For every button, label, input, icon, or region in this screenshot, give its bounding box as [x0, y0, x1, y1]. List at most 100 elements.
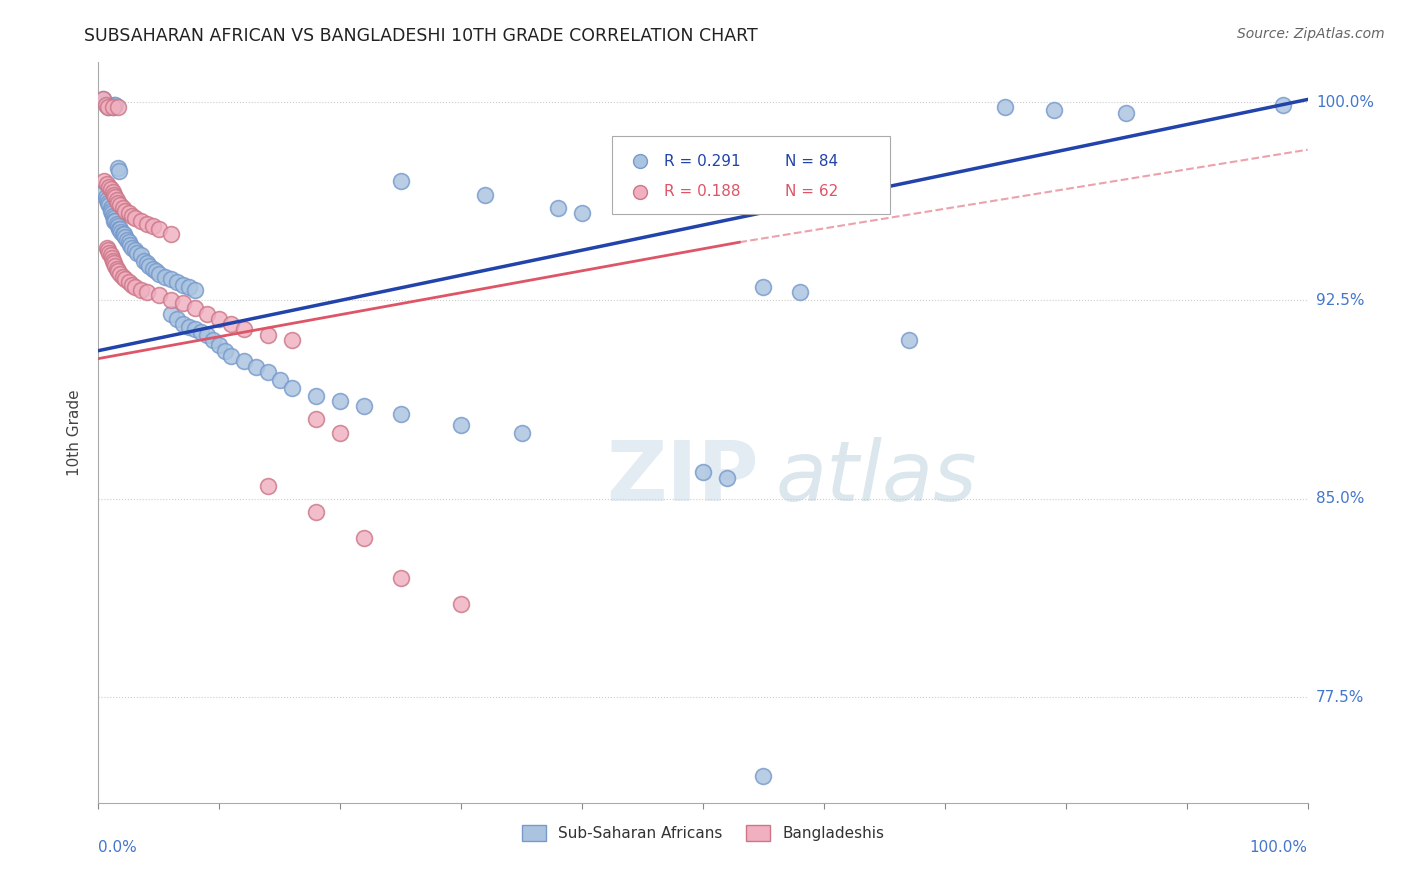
Point: [232, 322, 254, 336]
Point: [103, 187, 125, 202]
Point: [98, 245, 121, 260]
Point: [97, 195, 120, 210]
Point: [172, 296, 194, 310]
Point: [124, 243, 146, 257]
Point: [108, 222, 131, 236]
Point: [190, 325, 212, 339]
Point: [994, 100, 1017, 114]
Point: [127, 245, 149, 260]
Point: [450, 598, 472, 612]
Point: [104, 214, 127, 228]
Point: [160, 307, 183, 321]
Point: [281, 381, 304, 395]
Text: 100.0%: 100.0%: [1250, 840, 1308, 855]
Point: [100, 251, 122, 265]
Point: [214, 343, 236, 358]
Point: [121, 209, 143, 223]
Point: [195, 307, 218, 321]
Point: [353, 399, 375, 413]
Point: [108, 267, 131, 281]
Point: [179, 319, 201, 334]
Point: [97, 100, 120, 114]
Point: [202, 333, 225, 347]
Point: [305, 412, 328, 426]
Point: [256, 327, 278, 342]
Point: [510, 425, 533, 440]
Point: [97, 243, 120, 257]
Point: [101, 209, 124, 223]
Point: [94, 190, 117, 204]
Point: [752, 280, 775, 294]
Point: [172, 277, 194, 292]
Point: [107, 219, 129, 234]
Point: [129, 283, 152, 297]
Point: [1115, 105, 1137, 120]
Point: [134, 253, 156, 268]
Point: [135, 285, 157, 300]
Point: [142, 219, 165, 234]
Point: [112, 227, 135, 242]
Point: [221, 349, 243, 363]
Point: [135, 256, 157, 270]
Point: [389, 174, 412, 188]
Point: [124, 280, 146, 294]
Point: [232, 354, 254, 368]
Point: [105, 217, 128, 231]
Point: [103, 211, 125, 226]
Point: [108, 198, 131, 212]
Point: [107, 100, 129, 114]
Point: [100, 182, 122, 196]
Point: [96, 177, 118, 191]
Point: [269, 373, 291, 387]
FancyBboxPatch shape: [613, 136, 890, 214]
Legend: Sub-Saharan Africans, Bangladeshis: Sub-Saharan Africans, Bangladeshis: [516, 819, 890, 847]
Point: [256, 365, 278, 379]
Text: SUBSAHARAN AFRICAN VS BANGLADESHI 10TH GRADE CORRELATION CHART: SUBSAHARAN AFRICAN VS BANGLADESHI 10TH G…: [84, 27, 758, 45]
Point: [100, 206, 122, 220]
Point: [166, 312, 188, 326]
Point: [91, 93, 114, 107]
Point: [101, 100, 124, 114]
Point: [94, 97, 117, 112]
Point: [93, 174, 115, 188]
Point: [108, 222, 131, 236]
Point: [101, 253, 124, 268]
Text: 92.5%: 92.5%: [1316, 293, 1364, 308]
Point: [124, 211, 146, 226]
Point: [107, 195, 129, 210]
Point: [104, 259, 127, 273]
Point: [245, 359, 267, 374]
Text: R = 0.188: R = 0.188: [664, 184, 741, 199]
Point: [208, 312, 231, 326]
Point: [256, 478, 278, 492]
Point: [148, 267, 170, 281]
Point: [148, 288, 170, 302]
Point: [184, 322, 207, 336]
Text: atlas: atlas: [776, 436, 977, 517]
Point: [195, 327, 218, 342]
Point: [160, 227, 183, 242]
Point: [281, 333, 304, 347]
Point: [101, 100, 124, 114]
Point: [135, 217, 157, 231]
Point: [129, 248, 152, 262]
Point: [166, 275, 188, 289]
Point: [121, 277, 143, 292]
Point: [108, 164, 131, 178]
Point: [389, 407, 412, 421]
Point: [118, 206, 141, 220]
Point: [101, 185, 124, 199]
Text: 77.5%: 77.5%: [1316, 690, 1364, 705]
Point: [129, 214, 152, 228]
Point: [96, 97, 118, 112]
Point: [148, 222, 170, 236]
Point: [100, 203, 122, 218]
Point: [96, 240, 118, 255]
Point: [103, 214, 125, 228]
Point: [172, 317, 194, 331]
Point: [118, 275, 141, 289]
Point: [184, 301, 207, 316]
Text: N = 84: N = 84: [785, 153, 838, 169]
Point: [184, 283, 207, 297]
Point: [100, 201, 122, 215]
